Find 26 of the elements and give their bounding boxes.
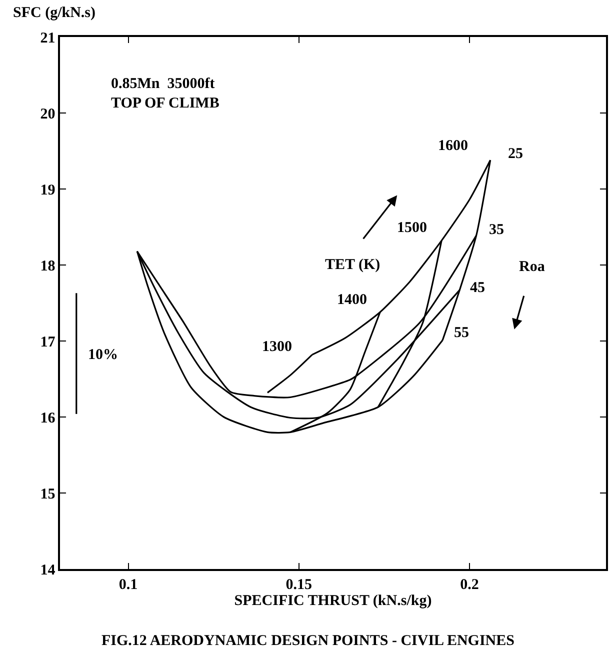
y-tick-label: 20 bbox=[40, 106, 56, 122]
x-tick-label: 0.15 bbox=[286, 576, 312, 593]
x-tick-label: 0.1 bbox=[118, 576, 138, 593]
y-tick-label: 17 bbox=[40, 334, 56, 350]
x-tick-label: 0.2 bbox=[460, 576, 479, 593]
annotation: 35 bbox=[489, 222, 504, 238]
annotation: TET (K) bbox=[325, 257, 380, 273]
annotation: Roa bbox=[519, 259, 546, 275]
annotation: 1500 bbox=[397, 220, 427, 236]
y-axis-title: SFC (g/kN.s) bbox=[13, 5, 96, 21]
annotation: 25 bbox=[508, 146, 523, 162]
annotation: 45 bbox=[470, 280, 485, 296]
y-tick-label: 16 bbox=[40, 410, 56, 426]
y-tick-label: 21 bbox=[40, 30, 56, 46]
text: FIG.12 AERODYNAMIC DESIGN POINTS - CIVIL ENGINES bbox=[102, 632, 514, 648]
annotation: 1300 bbox=[262, 339, 292, 355]
annotation: 0.85Mn 35000ft TOP OF CLIMB bbox=[111, 76, 220, 112]
y-tick-label: 19 bbox=[40, 182, 56, 198]
annotation: 1400 bbox=[337, 292, 367, 308]
x-axis-title: SPECIFIC THRUST (kN.s/kg) bbox=[234, 592, 432, 609]
y-tick-label: 14 bbox=[40, 562, 56, 578]
y-tick-label: 15 bbox=[40, 486, 56, 502]
annotation: 55 bbox=[454, 325, 469, 341]
annotation: 10% bbox=[88, 347, 118, 363]
y-tick-label: 18 bbox=[40, 258, 56, 274]
annotation: 1600 bbox=[438, 138, 468, 154]
